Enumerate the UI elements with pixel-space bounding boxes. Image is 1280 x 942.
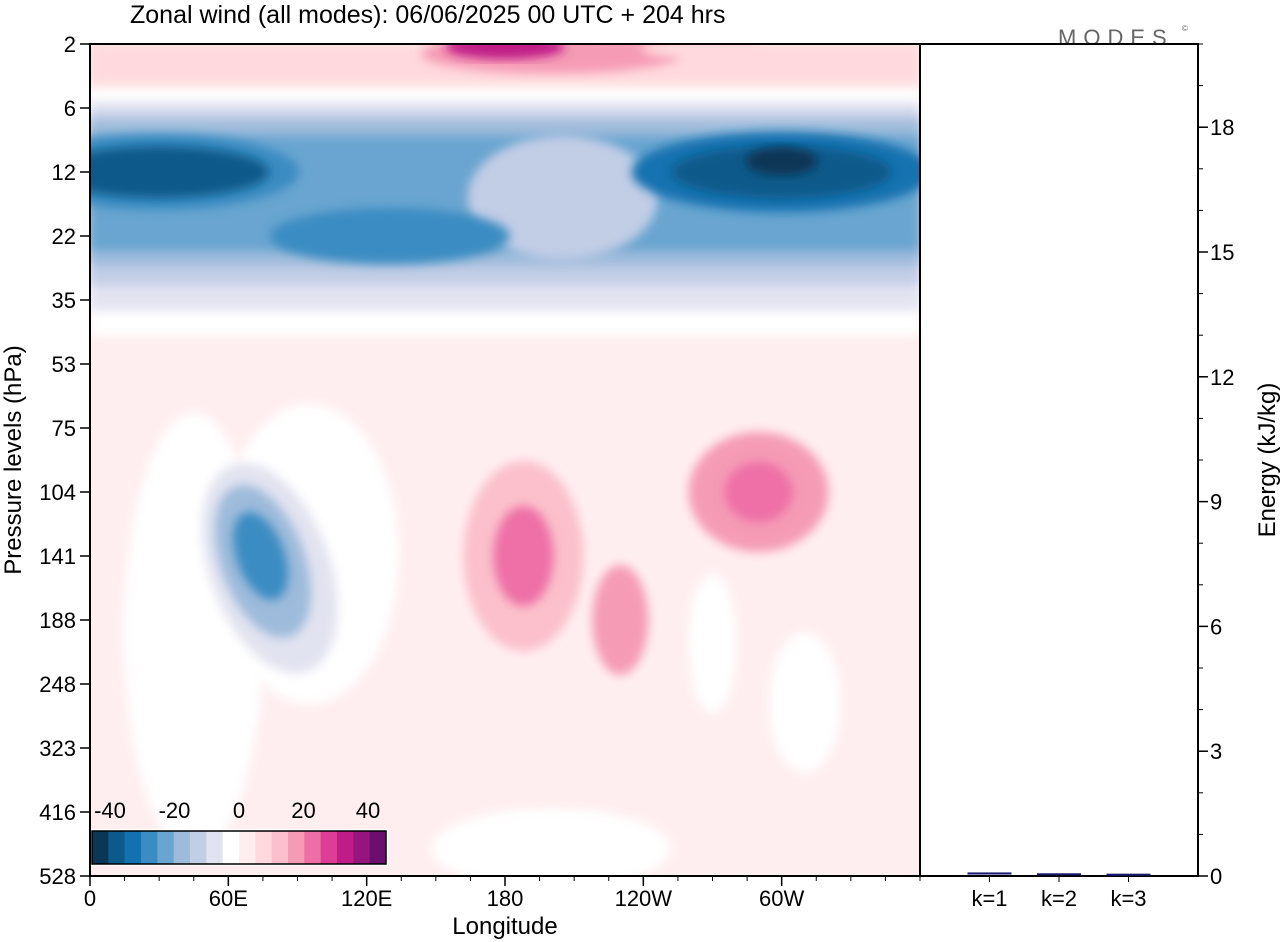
y-tick-label: 248 [39, 672, 76, 697]
jet-core-west [90, 146, 270, 198]
colorbar-tick-label: 40 [356, 798, 380, 823]
colorbar-frame [91, 830, 387, 865]
y-tick-label: 53 [52, 352, 76, 377]
upper-light-patch [640, 44, 761, 59]
neg-east-patch [688, 573, 737, 714]
y-tick-label: 528 [39, 864, 76, 889]
jet-core-mid [269, 208, 510, 264]
colorbar-swatch [288, 831, 305, 864]
colorbar-tick-label: -20 [159, 798, 191, 823]
jet-core-east-max [745, 147, 818, 176]
energy-bar [1106, 873, 1151, 876]
y-tick-label: 22 [52, 224, 76, 249]
x-tick-label: 120W [615, 886, 673, 911]
y-tick-label: 35 [52, 288, 76, 313]
x-axis: 0 60E 120E 180 120W 60W [84, 876, 921, 911]
y-tick-label: 323 [39, 736, 76, 761]
energy-tick-label: 3 [1210, 739, 1222, 764]
x-tick-label: 0 [84, 886, 96, 911]
field-blobs [90, 44, 920, 876]
colorbar-swatch [369, 831, 387, 864]
pink-south-core [592, 565, 649, 675]
y-tick-label: 6 [64, 96, 76, 121]
heatmap-field [90, 44, 920, 876]
colorbar-swatch [304, 831, 322, 864]
colorbar-swatch [92, 831, 109, 864]
colorbar-swatch [320, 831, 338, 864]
y-tick-label: 141 [39, 544, 76, 569]
energy-category-label: k=3 [1110, 886, 1146, 911]
chart-title: Zonal wind (all modes): 06/06/2025 00 UT… [130, 1, 725, 29]
x-tick-label: 60E [209, 886, 248, 911]
colorbar-tick-label: 0 [233, 798, 245, 823]
jet-weak-center [467, 135, 658, 260]
energy-category-label: k=1 [971, 886, 1007, 911]
pink-center-core [493, 506, 554, 606]
energy-category-label: k=2 [1041, 886, 1077, 911]
y-axis-label: Pressure levels (hPa) [0, 345, 27, 574]
upper-pink-core [445, 44, 565, 60]
y-tick-label: 416 [39, 800, 76, 825]
colorbar-swatch [173, 831, 191, 864]
energy-tick-label: 15 [1210, 240, 1234, 265]
colorbar-swatch [157, 831, 175, 864]
y-tick-label: 2 [64, 32, 76, 57]
energy-axis: 0 3 6 9 12 15 18 k=1 k=2 k=3 [967, 43, 1234, 911]
energy-tick-label: 18 [1210, 115, 1234, 140]
energy-axis-label: Energy (kJ/kg) [1254, 383, 1280, 538]
modes-logo-mark: © [1182, 24, 1188, 33]
x-axis-label: Longitude [452, 913, 557, 940]
colorbar-swatch [337, 831, 354, 864]
colorbar-swatch [124, 831, 142, 864]
tropical-neg-core [233, 512, 289, 600]
y-tick-label: 12 [52, 160, 76, 185]
energy-tick-label: 0 [1210, 864, 1222, 889]
y-tick-label: 104 [39, 480, 76, 505]
colorbar-swatch [141, 831, 158, 864]
x-tick-label: 120E [341, 886, 392, 911]
energy-panel-frame [919, 43, 1199, 877]
colorbar-swatch [108, 831, 126, 864]
colorbar-tick-label: -40 [94, 798, 126, 823]
y-tick-label: 188 [39, 608, 76, 633]
colorbar-swatch [239, 831, 256, 864]
energy-tick-label: 12 [1210, 365, 1234, 390]
colorbar-swatch [271, 831, 289, 864]
colorbar-swatch [222, 831, 240, 864]
energy-bar [1037, 873, 1081, 876]
modes-logo: MODES [1058, 25, 1174, 50]
colorbar: -40 -20 0 20 40 [90, 798, 388, 866]
colorbar-tick-label: 20 [291, 798, 315, 823]
surface-neg-patch [431, 808, 672, 876]
y-axis: 2 6 12 22 35 53 75 104 141 188 248 323 416 528 [39, 32, 90, 889]
neg-far-east-patch [768, 632, 841, 773]
x-tick-label: 180 [487, 886, 524, 911]
colorbar-swatch [190, 831, 207, 864]
colorbar-swatch [255, 831, 273, 864]
colorbar-swatch [353, 831, 371, 864]
energy-tick-label: 6 [1210, 614, 1222, 639]
x-tick-label: 60W [759, 886, 804, 911]
energy-tick-label: 9 [1210, 490, 1222, 515]
energy-bar [967, 872, 1012, 875]
y-tick-label: 75 [52, 416, 76, 441]
pink-east-core [724, 462, 793, 522]
colorbar-swatch [206, 831, 224, 864]
